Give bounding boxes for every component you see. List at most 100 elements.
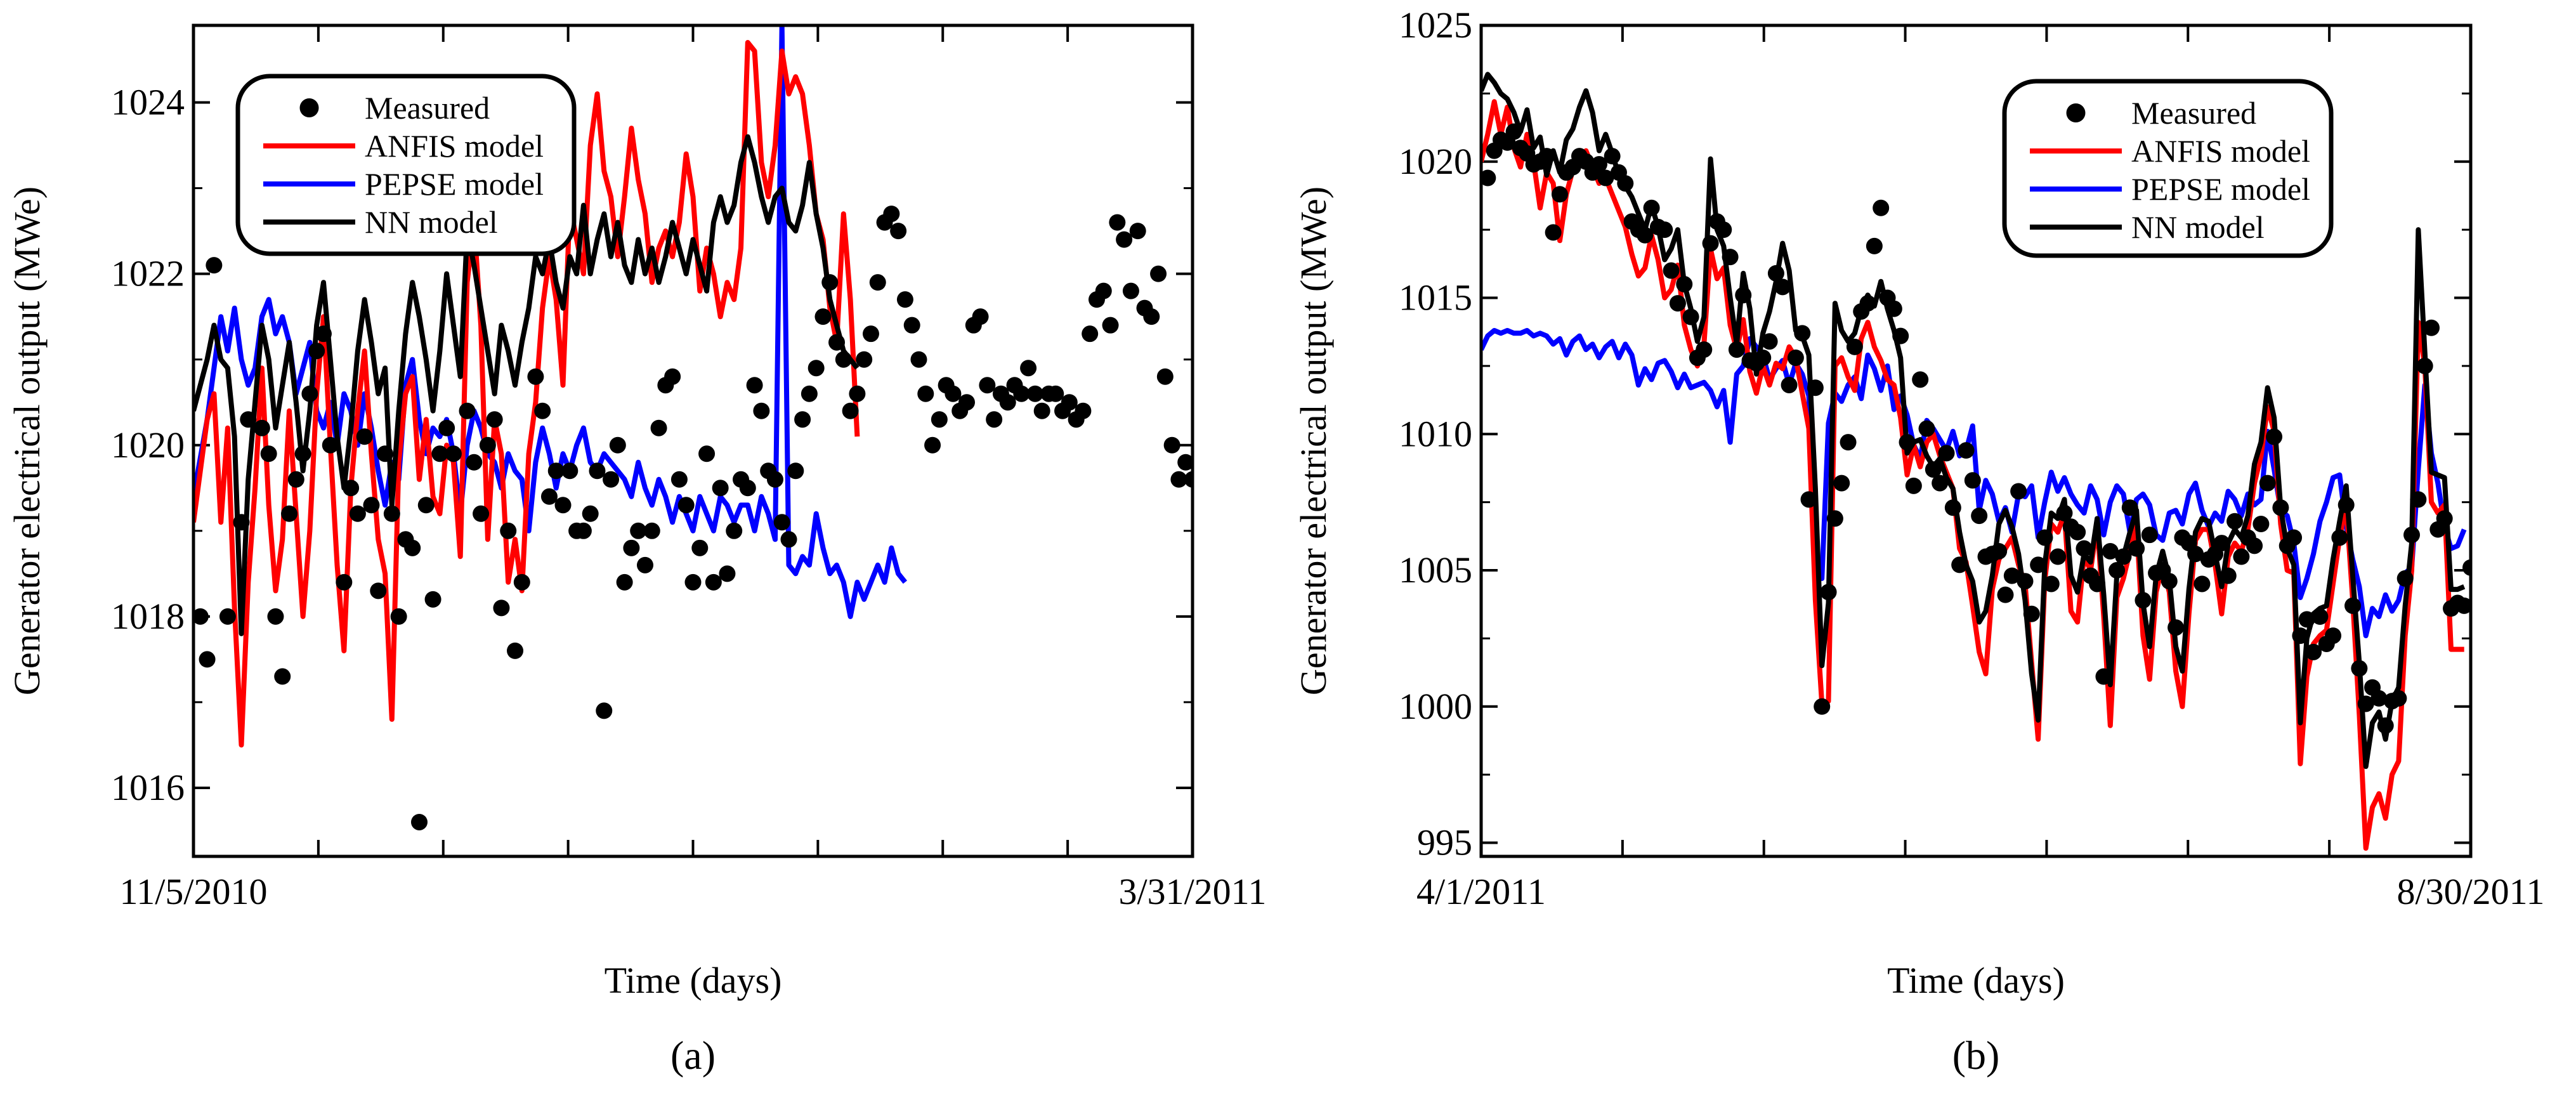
panel-b-ytick-label: 1025	[1399, 4, 1472, 46]
panel-b-measured-point	[2331, 529, 2348, 546]
panel-a-measured-point	[424, 591, 441, 608]
panel-a-measured-point	[636, 556, 653, 573]
panel-b-measured-point	[1696, 341, 1713, 358]
panel-a-legend-label-pepse-model: PEPSE model	[365, 166, 544, 202]
panel-b-measured-point	[2102, 542, 2119, 560]
panel-a-measured-point	[417, 497, 435, 514]
panel-a-anfis-model-line	[193, 40, 860, 748]
panel-b-measured-point	[1637, 226, 1654, 244]
panel-a-measured-point	[945, 385, 962, 402]
panel-b-measured-point	[1735, 287, 1752, 304]
panel-a-legend-box	[235, 74, 577, 256]
panel-a-measured-point	[356, 428, 373, 445]
panel-b-measured-point	[2220, 567, 2237, 584]
panel-a-frame	[192, 23, 1194, 858]
panel-b-measured-point	[2141, 527, 2158, 544]
panel-a-x-end-label: 3/31/2011	[1118, 871, 1266, 912]
panel-a-measured-point	[193, 608, 209, 625]
panel-b-measured-point	[1551, 186, 1568, 203]
panel-a-measured-point	[958, 394, 976, 411]
panel-a-measured-point	[726, 522, 743, 539]
panel-b-measured-point	[1971, 507, 1988, 525]
panel-b-measured-point	[2292, 627, 2309, 645]
panel-b-measured-point	[1991, 542, 2008, 560]
panel-a-measured-point	[294, 445, 311, 462]
panel-a-xlabel: Time (days)	[605, 960, 782, 1001]
panel-b-measured-point	[1728, 341, 1745, 358]
panel-a-measured-point	[281, 505, 298, 522]
panel-b-measured-point	[1938, 445, 1955, 462]
panel-a-measured-point	[616, 573, 633, 591]
panel-b-measured-point	[1702, 235, 1719, 252]
panel-b-measured-point	[1807, 379, 1824, 396]
panel-b-measured-point	[1800, 491, 1817, 508]
panel-b-ytick-label: 1000	[1399, 686, 1472, 727]
panel-a-measured-point	[986, 411, 1003, 428]
panel-b-measured-point	[2285, 529, 2303, 546]
panel-b-x-start-label: 4/1/2011	[1416, 871, 1546, 912]
panel-a-measured-point	[445, 445, 462, 462]
panel-b-measured-point	[1892, 327, 1909, 344]
panel-b-measured-point	[2010, 483, 2027, 500]
panel-a-measured-point	[1033, 402, 1050, 419]
panel-b-measured-point	[1597, 169, 1614, 187]
panel-a-measured-point	[1102, 317, 1119, 334]
panel-a-measured-point	[643, 522, 660, 539]
panel-a-measured-point	[1150, 265, 1167, 282]
panel-a-measured-point	[240, 411, 257, 428]
panel-a-measured-point	[301, 385, 318, 402]
panel-a-measured-point	[603, 471, 620, 488]
panel-b-measured-point	[1617, 175, 1634, 192]
panel-b-measured-point	[1722, 249, 1739, 266]
panel-a-measured-point	[677, 497, 695, 514]
panel-a-measured-point	[849, 385, 866, 402]
panel-a-ytick-label: 1020	[111, 424, 185, 466]
panel-b-measured-point	[2351, 660, 2368, 677]
panel-a-measured-point	[890, 223, 907, 240]
panel-a-measured-point	[1143, 308, 1160, 325]
panel-a-measured-point	[712, 480, 729, 497]
panel-a-measured-point	[308, 343, 325, 360]
panel-b-measured-point	[2396, 570, 2414, 587]
panel-a-measured-point	[842, 402, 859, 419]
panel-a-measured-point	[896, 291, 913, 308]
panel-a-measured-point	[753, 402, 770, 419]
panel-b-legend-label-nn-model: NN model	[2131, 209, 2265, 245]
panel-b-measured-point	[1833, 475, 1850, 492]
panel-b-measured-point	[2089, 575, 2106, 592]
panel-a-measured-point	[322, 436, 339, 454]
panel-b-measured-point	[2436, 510, 2453, 527]
panel-a-measured-point	[315, 325, 332, 343]
panel-b-measured-point	[2030, 556, 2047, 573]
panel-b-ytick-label: 1020	[1399, 141, 1472, 182]
panel-b-measured-point	[2023, 605, 2040, 622]
panel-b-measured-point	[2423, 319, 2440, 336]
panel-a-measured-point	[1116, 231, 1133, 248]
panel-b-measured-point	[2187, 546, 2204, 563]
panel-b-measured-point	[1676, 276, 1693, 293]
panel-b-legend-label-pepse-model: PEPSE model	[2131, 171, 2310, 207]
panel-a-legend-swatch-measured	[299, 98, 319, 117]
panel-a-measured-point	[260, 445, 277, 462]
panel-a-measured-point	[999, 394, 1016, 411]
panel-b-measured-point	[2390, 690, 2407, 707]
panel-a-measured-point	[479, 436, 496, 454]
panel-b-anfis-model-line	[1481, 99, 2464, 851]
panel-b-measured-point	[2076, 540, 2093, 557]
panel-b-measured-point	[2167, 619, 2185, 636]
panel-b-measured-point	[2344, 597, 2362, 614]
panel-b-measured-point	[2161, 573, 2178, 590]
panel-b-measured-point	[1846, 338, 1863, 355]
panel-a-measured-point	[349, 505, 366, 522]
panel-b-measured-point	[2017, 573, 2034, 590]
panel-a-measured-point	[561, 462, 579, 480]
panel-a-measured-point	[1122, 282, 1139, 299]
panel-a-measured-point	[466, 454, 483, 471]
panel-a-ylabel: Generator electrical output (MWe)	[6, 187, 48, 695]
panel-b-measured-point	[2056, 504, 2073, 521]
panel-b-measured-point	[1964, 472, 1981, 489]
panel-b-measured-point	[1912, 371, 1929, 388]
panel-b-measured-point	[2043, 575, 2060, 592]
panel-a-measured-point	[801, 385, 818, 402]
